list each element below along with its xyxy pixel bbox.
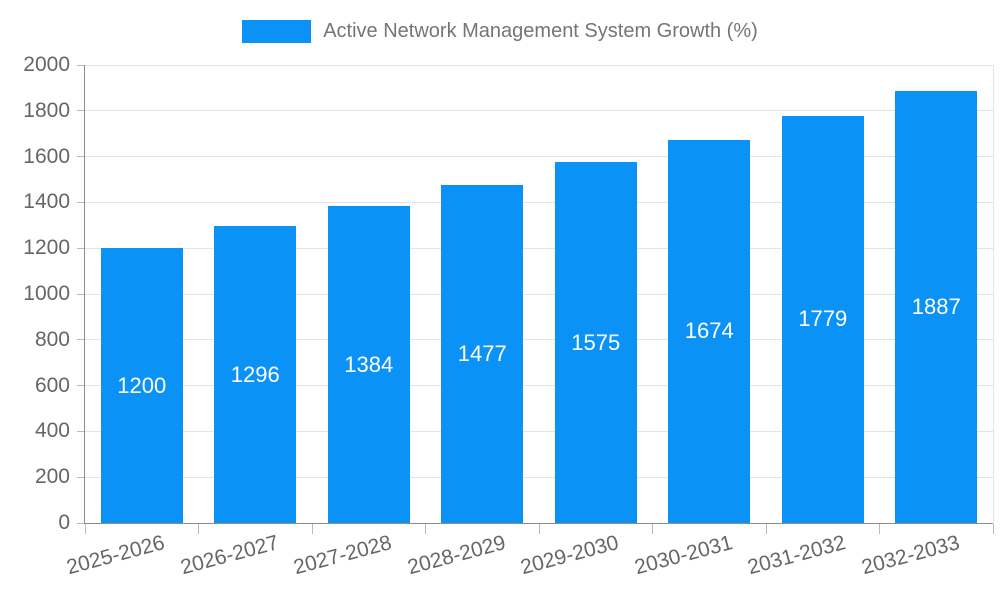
- y-axis-tick: [77, 64, 85, 66]
- gridline: [85, 385, 993, 387]
- y-axis-tick: [77, 430, 85, 432]
- plot-right-border: [992, 65, 994, 523]
- x-tick-label: 2026-2027: [177, 531, 281, 580]
- legend[interactable]: Active Network Management System Growth …: [0, 20, 1000, 43]
- bar[interactable]: [441, 184, 524, 523]
- y-axis-tick: [77, 339, 85, 341]
- x-tick-label: 2025-2026: [64, 531, 168, 580]
- bar[interactable]: [781, 115, 864, 523]
- y-tick-label: 800: [34, 327, 70, 351]
- bar[interactable]: [100, 248, 183, 523]
- bar-value-label: 1200: [117, 372, 167, 398]
- gridline: [85, 293, 993, 295]
- gridline: [85, 476, 993, 478]
- x-tick-label: 2029-2030: [518, 531, 622, 580]
- bar[interactable]: [327, 206, 410, 523]
- x-axis-tick: [425, 524, 426, 534]
- gridline: [85, 201, 993, 203]
- y-axis-line: [84, 65, 85, 524]
- y-tick-label: 200: [34, 465, 70, 489]
- x-axis-tick: [765, 524, 767, 534]
- bar-value-label: 1296: [230, 361, 280, 387]
- bar-value-label: 1887: [911, 293, 961, 319]
- x-tick-label: 2031-2032: [745, 531, 849, 580]
- x-tick-label: 2032-2033: [858, 531, 962, 580]
- y-axis-tick: [77, 156, 85, 158]
- y-tick-label: 1200: [23, 236, 70, 260]
- bar-value-label: 1477: [457, 340, 507, 366]
- gridline: [85, 156, 993, 158]
- x-axis-tick: [84, 524, 86, 534]
- y-tick-label: 1600: [23, 144, 70, 168]
- gridline: [85, 339, 993, 341]
- y-axis-tick: [77, 385, 85, 387]
- y-axis-tick: [77, 201, 85, 203]
- x-tick-label: 2030-2031: [631, 531, 735, 580]
- y-tick-label: 0: [58, 511, 70, 534]
- bar-value-label: 1384: [344, 351, 394, 377]
- y-axis-tick: [77, 247, 85, 249]
- bar-value-label: 1779: [798, 306, 848, 332]
- y-axis-tick: [77, 522, 85, 524]
- gridline: [85, 64, 993, 66]
- y-tick-label: 2000: [23, 53, 70, 76]
- x-tick-label: 2028-2029: [404, 531, 508, 580]
- y-tick-label: 1000: [23, 282, 70, 305]
- bar[interactable]: [895, 90, 978, 523]
- y-tick-label: 600: [34, 373, 70, 397]
- y-axis-tick: [77, 110, 85, 112]
- y-axis-tick: [77, 293, 85, 295]
- y-tick-label: 400: [34, 419, 70, 443]
- x-tick-label: 2027-2028: [291, 531, 395, 580]
- bar[interactable]: [554, 162, 637, 523]
- y-tick-label: 1800: [23, 98, 70, 122]
- x-axis-line: [84, 523, 993, 524]
- y-axis-tick: [77, 476, 85, 478]
- x-axis-tick: [879, 524, 880, 534]
- x-axis-tick: [311, 524, 313, 534]
- bar[interactable]: [668, 139, 751, 523]
- gridline: [85, 247, 993, 249]
- bar[interactable]: [214, 226, 297, 523]
- legend-label: Active Network Management System Growth …: [323, 20, 758, 42]
- x-axis-tick: [198, 524, 199, 534]
- x-axis-tick: [652, 524, 653, 534]
- y-tick-label: 1400: [23, 190, 70, 214]
- gridline: [85, 430, 993, 432]
- bar-value-label: 1674: [684, 318, 734, 344]
- x-axis-tick: [992, 524, 994, 534]
- gridline: [85, 110, 993, 112]
- x-axis-tick: [538, 524, 540, 534]
- legend-swatch: [242, 20, 312, 43]
- bar-value-label: 1575: [571, 329, 621, 355]
